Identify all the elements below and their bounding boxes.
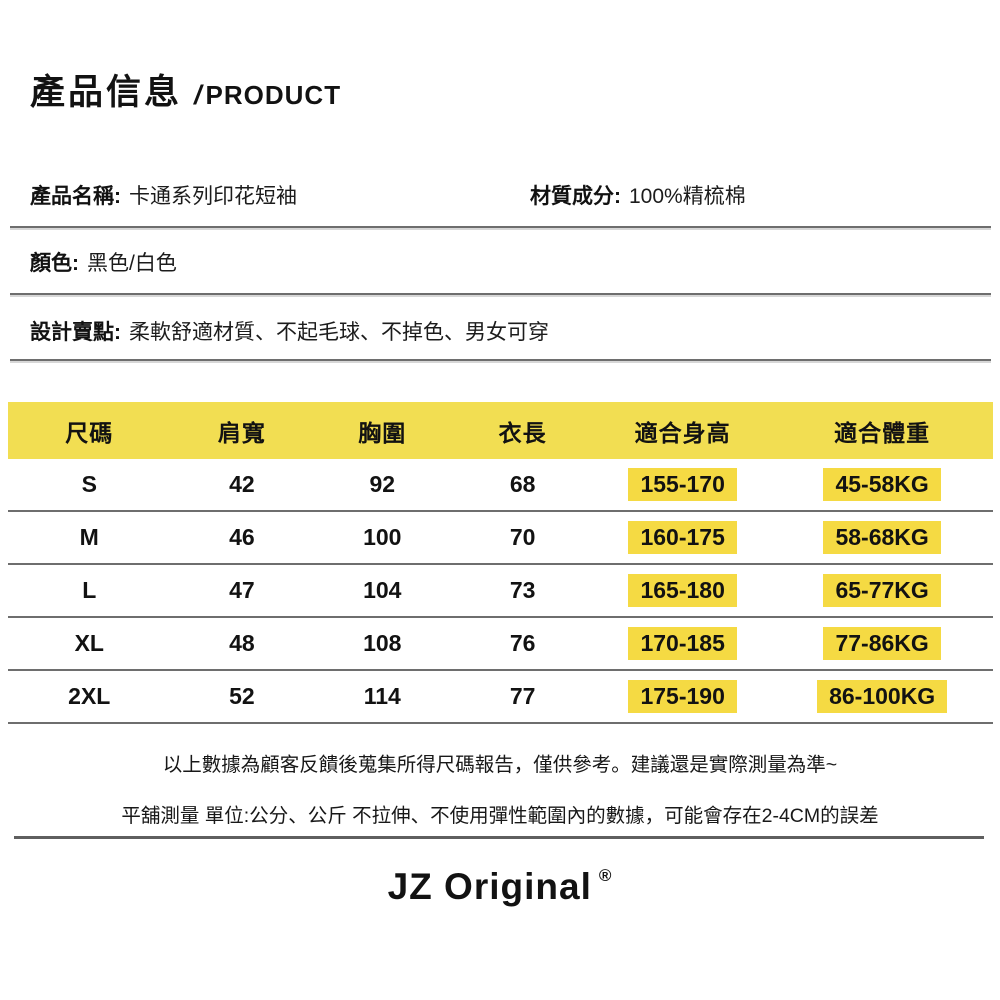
divider — [10, 293, 991, 295]
cell-chest: 100 — [363, 524, 402, 550]
cell-length: 73 — [509, 577, 536, 603]
header-cell-size: 尺碼 — [65, 419, 114, 446]
brand-name: JZ Original — [387, 866, 592, 907]
cell-length: 77 — [509, 683, 536, 709]
cell-shoulder: 42 — [229, 471, 255, 497]
header-cell-length: 衣長 — [498, 419, 547, 446]
cell-height: 155-170 — [594, 468, 771, 501]
page-title-zh: 產品信息 — [30, 73, 183, 112]
color-row: 顏色: 黑色/白色 — [30, 247, 177, 277]
cell-chest: 108 — [363, 630, 402, 656]
cell-weight: 65-77KG — [771, 574, 993, 607]
height-badge: 160-175 — [628, 521, 737, 554]
title-slash: / — [194, 80, 202, 110]
table-row: S 42 92 68 155-170 45-58KG — [8, 459, 993, 512]
product-name-label: 產品名稱: — [30, 185, 121, 208]
cell-weight: 86-100KG — [771, 680, 993, 713]
product-name-row: 產品名稱: 卡通系列印花短袖 — [30, 180, 297, 210]
cell-size: XL — [74, 630, 104, 656]
cell-size: 2XL — [68, 683, 111, 709]
cell-shoulder: 47 — [229, 577, 255, 603]
color-value: 黑色/白色 — [87, 252, 177, 275]
cell-chest: 114 — [363, 683, 401, 709]
brand-logo: JZ Original ® — [0, 866, 1000, 908]
cell-height: 165-180 — [594, 574, 771, 607]
registered-mark: ® — [598, 866, 613, 885]
note-reference: 以上數據為顧客反饋後蒐集所得尺碼報告，僅供參考。建議還是實際測量為準~ — [162, 754, 838, 776]
design-row: 設計賣點: 柔軟舒適材質、不起毛球、不掉色、男女可穿 — [30, 316, 549, 346]
cell-height: 175-190 — [594, 680, 771, 713]
divider — [10, 359, 991, 361]
height-badge: 175-190 — [628, 680, 737, 713]
weight-badge: 45-58KG — [823, 468, 941, 501]
design-value: 柔軟舒適材質、不起毛球、不掉色、男女可穿 — [129, 321, 549, 344]
table-row: M 46 100 70 160-175 58-68KG — [8, 512, 993, 565]
cell-weight: 58-68KG — [771, 521, 993, 554]
height-badge: 165-180 — [628, 574, 737, 607]
cell-shoulder: 46 — [229, 524, 255, 550]
header-cell-height: 適合身高 — [634, 419, 731, 446]
divider — [10, 226, 991, 228]
cell-length: 68 — [509, 471, 536, 497]
note-measurement: 平舖測量 單位:公分、公斤 不拉伸、不使用彈性範圍內的數據，可能會存在2-4CM… — [121, 805, 879, 827]
weight-badge: 86-100KG — [817, 680, 948, 713]
cell-size: M — [79, 524, 99, 550]
cell-height: 160-175 — [594, 521, 771, 554]
design-label: 設計賣點: — [30, 321, 121, 344]
size-chart-table: 尺碼 肩寬 胸圍 衣長 適合身高 適合體重 S 42 92 68 155-170… — [8, 402, 993, 724]
cell-size: S — [81, 471, 97, 497]
material-row: 材質成分: 100%精梳棉 — [530, 180, 746, 210]
cell-size: L — [82, 577, 97, 603]
weight-badge: 58-68KG — [823, 521, 941, 554]
material-value: 100%精梳棉 — [629, 185, 746, 208]
cell-shoulder: 48 — [229, 630, 255, 656]
cell-height: 170-185 — [594, 627, 771, 660]
cell-chest: 92 — [369, 471, 396, 497]
cell-length: 70 — [509, 524, 536, 550]
cell-shoulder: 52 — [229, 683, 255, 709]
cell-weight: 77-86KG — [771, 627, 993, 660]
table-row: L 47 104 73 165-180 65-77KG — [8, 565, 993, 618]
table-row: 2XL 52 114 77 175-190 86-100KG — [8, 671, 993, 724]
header-cell-weight: 適合體重 — [834, 419, 931, 446]
weight-badge: 65-77KG — [823, 574, 941, 607]
page-title: 產品信息 / PRODUCT — [30, 64, 341, 115]
cell-weight: 45-58KG — [771, 468, 993, 501]
header-cell-chest: 胸圍 — [358, 419, 407, 446]
divider — [14, 836, 984, 839]
height-badge: 170-185 — [628, 627, 737, 660]
header-cell-shoulder: 肩寬 — [217, 419, 266, 446]
size-chart-header: 尺碼 肩寬 胸圍 衣長 適合身高 適合體重 — [8, 402, 993, 459]
height-badge: 155-170 — [628, 468, 737, 501]
cell-chest: 104 — [363, 577, 402, 603]
material-label: 材質成分: — [530, 185, 621, 208]
product-name-value: 卡通系列印花短袖 — [129, 185, 297, 208]
cell-length: 76 — [509, 630, 536, 656]
table-row: XL 48 108 76 170-185 77-86KG — [8, 618, 993, 671]
color-label: 顏色: — [30, 252, 79, 275]
weight-badge: 77-86KG — [823, 627, 941, 660]
page-title-en: PRODUCT — [205, 80, 342, 110]
